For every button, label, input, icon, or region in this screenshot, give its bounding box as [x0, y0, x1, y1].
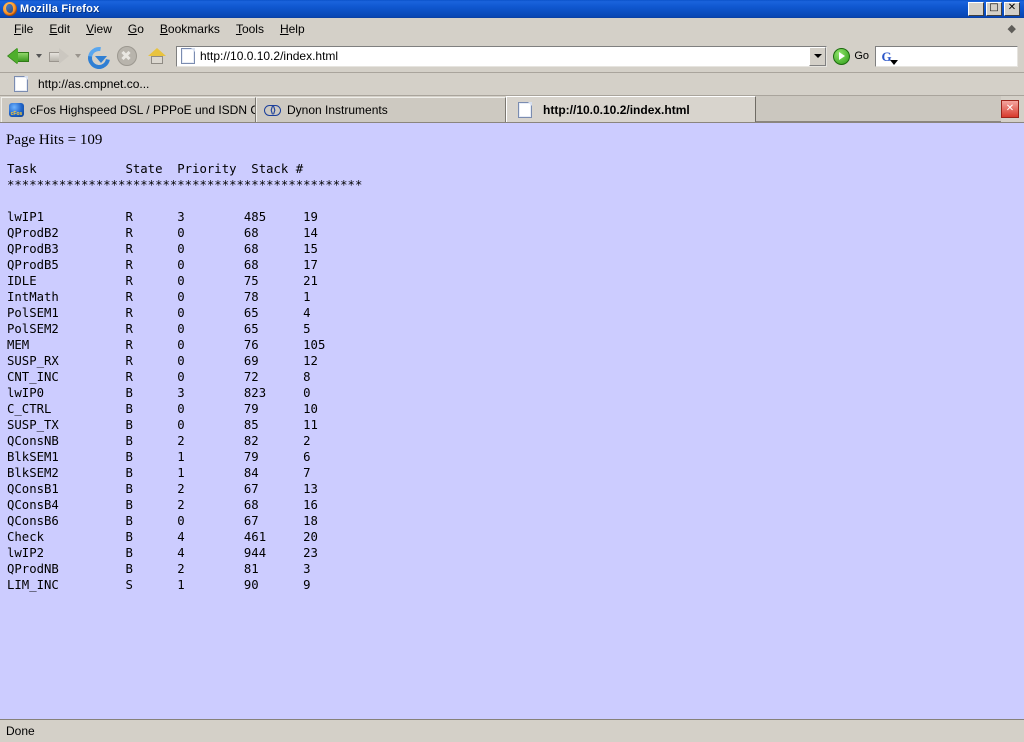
page-hits-label: Page Hits = 109	[6, 132, 103, 148]
menu-bookmarks[interactable]: Bookmarks	[159, 21, 220, 36]
title-bar: Mozilla Firefox _ □ ✕	[0, 0, 1024, 18]
menu-edit[interactable]: Edit	[49, 21, 71, 36]
menu-bar: File Edit View Go Bookmarks Tools Help ◆	[0, 18, 1024, 40]
maximize-button[interactable]: □	[986, 2, 1002, 16]
back-button[interactable]	[4, 42, 34, 70]
go-label: Go	[854, 50, 869, 62]
back-arrow-icon	[8, 47, 30, 65]
minimize-button[interactable]: _	[968, 2, 984, 16]
reload-button[interactable]	[82, 42, 112, 70]
window-controls: _ □ ✕	[968, 2, 1022, 16]
tab-label: http://10.0.10.2/index.html	[543, 102, 690, 117]
go-icon	[833, 47, 851, 65]
bookmark-label: http://as.cmpnet.co...	[38, 77, 150, 91]
task-table: Task State Priority Stack # ************…	[7, 162, 363, 592]
bookmark-item[interactable]: http://as.cmpnet.co...	[6, 75, 153, 93]
home-icon	[147, 47, 167, 65]
go-button[interactable]: Go	[829, 47, 875, 65]
stop-icon	[117, 46, 137, 66]
address-bar[interactable]: http://10.0.10.2/index.html	[176, 45, 828, 67]
menu-tools[interactable]: Tools	[235, 21, 264, 36]
forward-history-dropdown[interactable]	[73, 43, 82, 69]
close-tab-button[interactable]: ✕	[1001, 100, 1019, 118]
tab-label: Dynon Instruments	[287, 103, 388, 117]
tab-cfos[interactable]: cFos Highspeed DSL / PPPoE und ISDN CAP.…	[1, 97, 256, 122]
cfos-icon	[9, 103, 24, 117]
bookmarks-toolbar: http://as.cmpnet.co...	[0, 73, 1024, 96]
page-icon	[14, 76, 28, 92]
forward-button[interactable]	[43, 42, 73, 70]
search-bar[interactable]: G	[875, 45, 1018, 67]
navigation-toolbar: http://10.0.10.2/index.html Go G	[0, 40, 1024, 73]
dynon-icon: ⟨⟩	[264, 104, 281, 116]
back-history-dropdown[interactable]	[34, 43, 43, 69]
close-button[interactable]: ✕	[1004, 2, 1020, 16]
page-icon	[181, 48, 195, 64]
tab-strip: cFos Highspeed DSL / PPPoE und ISDN CAP.…	[0, 96, 1024, 123]
status-bar: Done	[0, 719, 1024, 742]
stop-button[interactable]	[112, 42, 142, 70]
menu-view[interactable]: View	[86, 21, 112, 36]
page-content: Page Hits = 109 Task State Priority Stac…	[0, 123, 1024, 719]
tab-label: cFos Highspeed DSL / PPPoE und ISDN CAP.…	[30, 103, 255, 117]
firefox-logo-icon	[3, 2, 17, 16]
url-input[interactable]: http://10.0.10.2/index.html	[200, 49, 339, 63]
tab-dynon[interactable]: ⟨⟩ Dynon Instruments	[256, 97, 506, 122]
maximize-icon: □	[989, 2, 999, 13]
menu-help[interactable]: Help	[279, 21, 305, 36]
tab-index-html[interactable]: http://10.0.10.2/index.html	[506, 96, 756, 122]
home-button[interactable]	[142, 42, 172, 70]
page-icon	[518, 101, 532, 118]
menubar-decoration-icon: ◆	[1007, 23, 1016, 35]
reload-icon	[87, 46, 107, 66]
forward-arrow-icon	[47, 47, 69, 65]
chevron-down-icon	[813, 54, 822, 58]
tab-strip-filler	[756, 96, 1001, 122]
google-search-icon[interactable]: G	[881, 48, 898, 65]
window-title: Mozilla Firefox	[20, 3, 100, 15]
status-text: Done	[6, 724, 35, 738]
menu-go[interactable]: Go	[127, 21, 144, 36]
url-dropdown-button[interactable]	[809, 46, 827, 66]
close-icon: ✕	[1007, 2, 1017, 13]
menu-file[interactable]: File	[14, 21, 34, 36]
